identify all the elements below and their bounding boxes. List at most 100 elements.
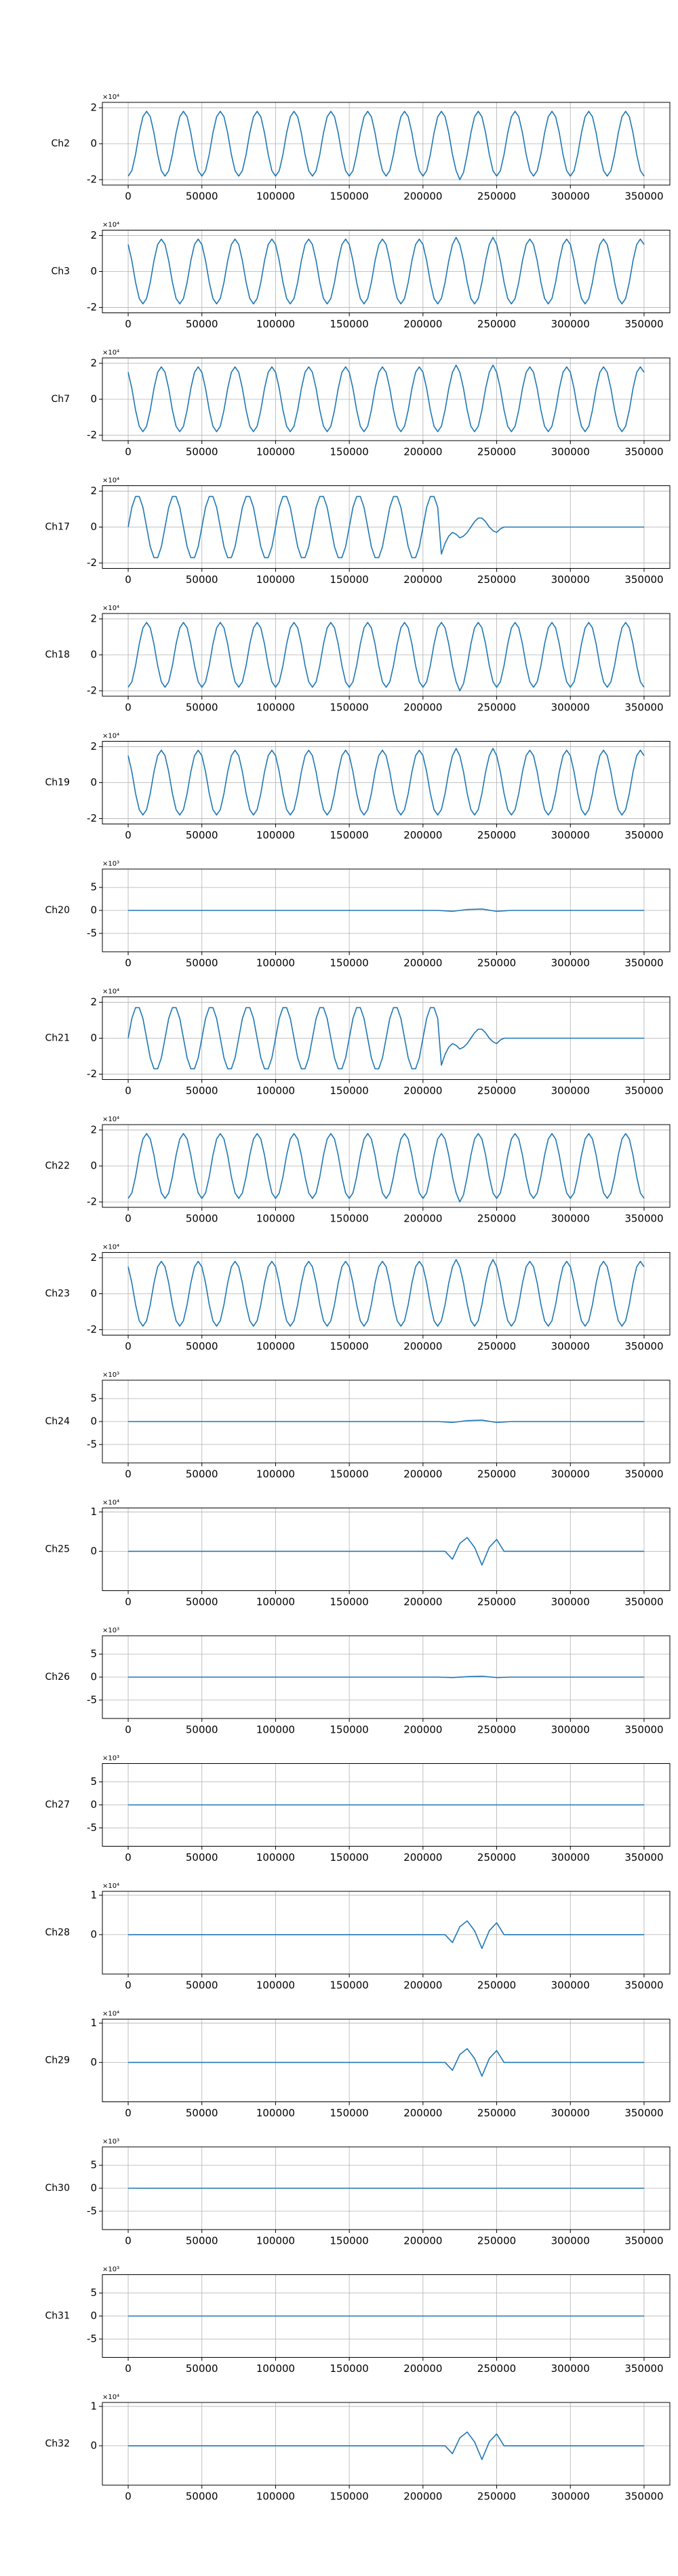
y-tick-label: 0 <box>90 2310 97 2322</box>
y-tick-label: 2 <box>90 1251 97 1264</box>
x-tick-label: 150000 <box>330 2362 369 2375</box>
y-tick-label: 0 <box>90 649 97 661</box>
x-tick-label: 150000 <box>330 1468 369 1481</box>
x-tick-label: 350000 <box>624 1596 663 1608</box>
x-tick-label: 300000 <box>551 2235 590 2247</box>
x-tick-label: 150000 <box>330 1340 369 1352</box>
x-tick-label: 50000 <box>186 1851 218 1864</box>
x-tick-label: 300000 <box>551 1340 590 1352</box>
x-tick-label: 0 <box>125 1596 132 1608</box>
x-tick-label: 150000 <box>330 2235 369 2247</box>
subplot: 0 50000 100000 150000 200000 250000 300000 3500… <box>45 2138 671 2247</box>
x-tick-label: 100000 <box>256 1468 295 1481</box>
data-line <box>127 110 645 180</box>
data-line <box>127 1259 645 1327</box>
y-tick-label: -5 <box>87 2205 97 2217</box>
x-tick-label: 300000 <box>551 829 590 841</box>
x-tick-label: 200000 <box>403 2235 442 2247</box>
y-tick-label: 0 <box>90 1545 97 1557</box>
y-tick-label: -5 <box>87 1693 97 1706</box>
offset-label: ×10³ <box>102 1627 119 1634</box>
x-tick-label: 200000 <box>403 1596 442 1608</box>
y-tick-label: 0 <box>90 2056 97 2068</box>
y-tick-label: -5 <box>87 1822 97 1834</box>
axes-frame <box>102 102 671 186</box>
data-line <box>127 1007 644 1070</box>
y-tick-label: -5 <box>87 927 97 939</box>
x-tick-label: 250000 <box>477 1979 516 1992</box>
subplot: 0 50000 100000 150000 200000 250000 300000 3500… <box>45 860 671 969</box>
y-axis-label: Ch20 <box>45 905 70 916</box>
axes-frame <box>102 2402 671 2486</box>
x-tick-label: 150000 <box>330 446 369 458</box>
y-tick-label: 2 <box>90 1123 97 1135</box>
offset-label: ×10⁴ <box>102 94 119 101</box>
x-tick-label: 350000 <box>624 2362 663 2375</box>
x-tick-label: 50000 <box>186 1468 218 1481</box>
axes-frame <box>102 1891 671 1975</box>
x-tick-label: 250000 <box>477 446 516 458</box>
data-line <box>128 908 644 912</box>
x-tick-label: 250000 <box>477 702 516 714</box>
x-tick-label: 350000 <box>624 1724 663 1736</box>
y-tick-label: 2 <box>90 996 97 1008</box>
x-tick-label: 300000 <box>551 2362 590 2375</box>
offset-label: ×10⁴ <box>102 1116 119 1123</box>
x-tick-label: 150000 <box>330 957 369 969</box>
y-axis-label: Ch24 <box>45 1416 71 1427</box>
offset-label: ×10³ <box>102 2138 119 2146</box>
x-tick-label: 150000 <box>330 573 369 586</box>
x-tick-label: 100000 <box>256 573 295 586</box>
x-tick-label: 0 <box>125 1085 132 1097</box>
x-tick-label: 150000 <box>330 1979 369 1992</box>
axes-frame <box>102 230 671 313</box>
x-tick-label: 0 <box>125 1213 132 1225</box>
y-tick-label: -2 <box>87 557 97 569</box>
x-tick-label: 0 <box>125 318 132 330</box>
y-tick-label: -2 <box>87 174 97 186</box>
x-tick-label: 250000 <box>477 957 516 969</box>
x-tick-label: 250000 <box>477 1724 516 1736</box>
x-tick-label: 100000 <box>256 2235 295 2247</box>
x-tick-label: 100000 <box>256 1085 295 1097</box>
x-tick-label: 250000 <box>477 2491 516 2503</box>
x-tick-label: 50000 <box>186 1213 218 1225</box>
x-tick-label: 200000 <box>403 446 442 458</box>
y-tick-label: 1 <box>90 1889 97 1901</box>
y-tick-label: 2 <box>90 612 97 624</box>
x-tick-label: 0 <box>125 2235 132 2247</box>
y-axis-label: Ch2 <box>51 138 70 149</box>
y-tick-label: -5 <box>87 1438 97 1450</box>
axes-frame <box>102 485 671 569</box>
y-axis-label: Ch26 <box>45 1672 71 1683</box>
y-tick-label: -2 <box>87 685 97 697</box>
x-tick-label: 150000 <box>330 2107 369 2119</box>
y-axis-label: Ch25 <box>45 1544 70 1555</box>
offset-label: ×10⁴ <box>102 733 119 740</box>
x-tick-label: 100000 <box>256 1340 295 1352</box>
x-tick-label: 300000 <box>551 1596 590 1608</box>
axes-frame <box>102 2274 671 2358</box>
y-tick-label: 0 <box>90 1160 97 1172</box>
x-tick-label: 0 <box>125 2362 132 2375</box>
offset-label: ×10³ <box>102 860 119 868</box>
axes-frame <box>102 1252 671 1335</box>
y-axis-label: Ch7 <box>51 394 70 405</box>
x-tick-label: 350000 <box>624 446 663 458</box>
x-tick-label: 250000 <box>477 2235 516 2247</box>
subplot: 0 50000 100000 150000 200000 250000 300000 3500… <box>45 733 671 841</box>
x-tick-label: 50000 <box>186 2491 218 2503</box>
x-tick-label: 300000 <box>551 1724 590 1736</box>
x-tick-label: 300000 <box>551 318 590 330</box>
y-tick-label: 5 <box>90 2287 97 2299</box>
x-tick-label: 100000 <box>256 446 295 458</box>
y-axis-label: Ch32 <box>45 2438 70 2449</box>
x-tick-label: 350000 <box>624 702 663 714</box>
x-tick-label: 200000 <box>403 2491 442 2503</box>
axes-frame <box>102 741 671 824</box>
data-line <box>128 1537 644 1566</box>
x-tick-label: 350000 <box>624 829 663 841</box>
y-axis-label: Ch17 <box>45 522 70 533</box>
x-tick-label: 200000 <box>403 573 442 586</box>
